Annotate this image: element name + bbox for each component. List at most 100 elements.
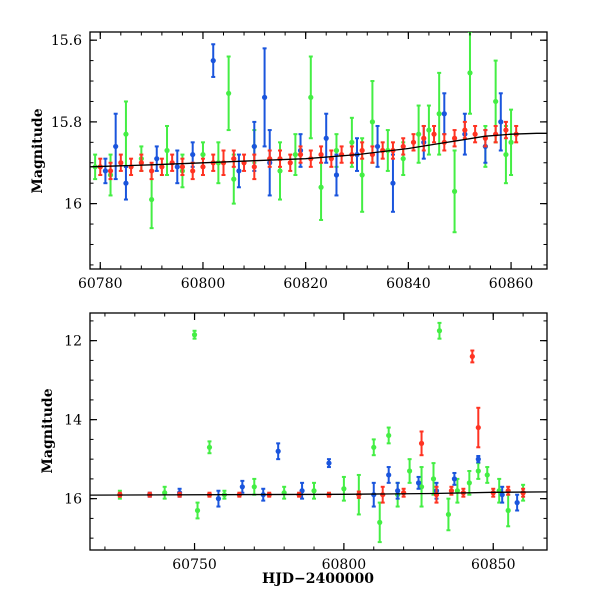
top-y-axis-label: Magnitude [30, 108, 46, 193]
data-point [349, 139, 355, 145]
data-point [251, 164, 257, 170]
data-point [386, 432, 392, 439]
data-point [503, 151, 509, 158]
bottom-plot-area [90, 321, 547, 544]
data-point [154, 156, 160, 162]
y-tick-label: 16 [64, 492, 82, 508]
data-point [390, 180, 396, 186]
top-axis-ticks: 60780 60800 60820 60840 60860 15.6 15.8 16 [51, 32, 547, 292]
data-point [277, 156, 283, 162]
data-point [341, 486, 347, 492]
top-panel-frame [89, 31, 548, 270]
data-point [395, 488, 401, 494]
data-point [231, 156, 237, 162]
data-point [499, 492, 505, 498]
data-point [436, 111, 442, 117]
data-point [261, 94, 268, 100]
bottom-x-axis-label: HJD−2400000 [262, 571, 374, 587]
data-point [436, 328, 443, 334]
data-point [123, 131, 129, 137]
data-point [445, 511, 452, 518]
model-curve [90, 491, 547, 496]
data-point [118, 160, 124, 166]
x-tick-label: 60800 [322, 557, 367, 573]
data-point [451, 135, 458, 141]
data-point [318, 151, 324, 158]
data-point [190, 151, 196, 158]
data-point [159, 164, 165, 170]
data-point [441, 111, 447, 117]
data-point [359, 147, 365, 154]
data-point [430, 476, 437, 482]
data-point [377, 519, 383, 525]
data-point [466, 480, 472, 486]
data-point [206, 444, 213, 450]
data-point [292, 151, 298, 158]
data-point [380, 492, 386, 498]
data-point [194, 507, 201, 514]
data-point [401, 490, 407, 496]
bottom-panel: 60750 60800 60850 12 14 16 Magnitude HJD−2400… [40, 312, 548, 587]
data-point [426, 127, 432, 133]
data-point [451, 476, 458, 482]
bottom-panel-frame [89, 312, 548, 551]
data-point [421, 135, 427, 141]
x-tick-label: 60750 [172, 557, 217, 573]
data-point [210, 58, 216, 64]
top-panel: 60780 60800 60820 60840 60860 15.6 15.8 16 Magn… [30, 31, 548, 292]
data-point [359, 172, 365, 178]
data-point [472, 131, 478, 137]
data-point [149, 196, 155, 203]
data-point [448, 488, 455, 494]
x-tick-label: 60780 [78, 276, 123, 292]
x-tick-label: 60820 [283, 276, 328, 292]
data-point [123, 180, 129, 186]
y-tick-label: 15.8 [51, 115, 82, 131]
x-tick-label: 60840 [386, 276, 431, 292]
data-point [179, 164, 186, 170]
data-point [236, 168, 242, 174]
data-point [287, 160, 293, 166]
data-point [514, 500, 520, 506]
data-point [149, 168, 155, 174]
data-point [164, 147, 170, 154]
data-point [407, 468, 413, 474]
data-point [220, 160, 227, 166]
x-tick-label: 60860 [489, 276, 534, 292]
data-point [311, 488, 317, 494]
data-point [475, 424, 481, 431]
data-point [505, 507, 511, 514]
data-point [400, 156, 406, 162]
data-point [277, 168, 283, 174]
data-point [102, 168, 109, 174]
data-point [326, 460, 332, 466]
data-point [318, 184, 324, 190]
data-point [323, 135, 329, 141]
top-plot-area [90, 32, 547, 234]
data-point [498, 119, 504, 125]
model-curve [90, 132, 547, 168]
data-point [493, 98, 499, 105]
data-point [138, 160, 144, 166]
data-point [215, 496, 222, 502]
data-point [475, 456, 481, 462]
data-point [275, 448, 281, 454]
data-point [467, 70, 473, 76]
data-point [431, 131, 437, 137]
data-point [113, 143, 119, 150]
data-point [333, 147, 340, 154]
bottom-y-axis-label: Magnitude [40, 388, 56, 473]
data-point [174, 164, 180, 170]
data-point [191, 332, 198, 338]
data-point [454, 488, 460, 494]
data-point [239, 484, 245, 490]
y-tick-label: 15.6 [51, 33, 82, 49]
x-tick-label: 60800 [181, 276, 226, 292]
y-tick-label: 16 [64, 197, 82, 213]
data-point [162, 490, 168, 496]
data-point [451, 188, 458, 194]
data-point [251, 484, 257, 490]
data-point [400, 143, 406, 150]
data-point [297, 151, 304, 158]
